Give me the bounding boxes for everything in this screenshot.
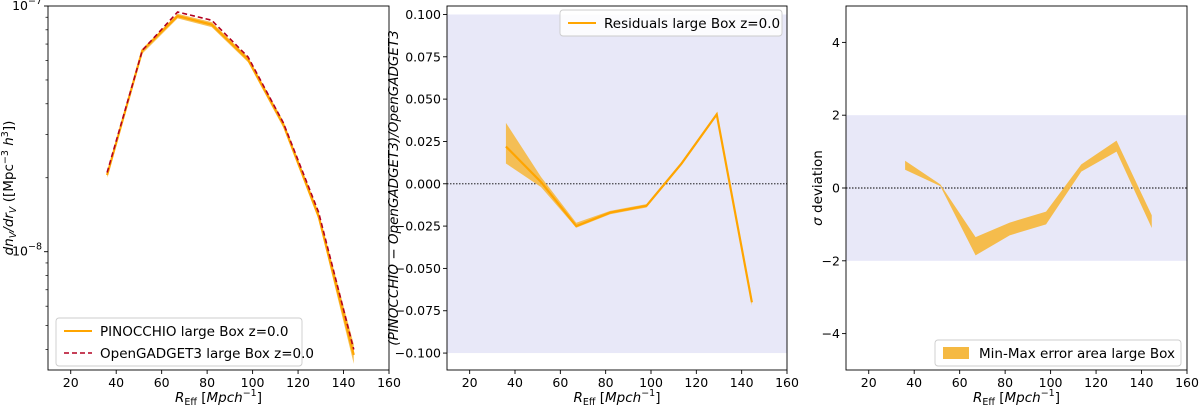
y-tick-label: 0.100 bbox=[405, 7, 441, 22]
x-tick-label: 120 bbox=[684, 375, 708, 390]
y-tick-label: 0.025 bbox=[405, 134, 441, 149]
legend: Min-Max error area large Box bbox=[934, 339, 1182, 367]
series-0-line bbox=[505, 111, 753, 303]
y-tick-label: −0.050 bbox=[395, 261, 441, 276]
plot-area bbox=[846, 115, 1187, 261]
x-tick-label: 80 bbox=[997, 375, 1013, 390]
x-axis-label: REff [Mpch−1] bbox=[573, 388, 660, 408]
x-tick-label: 20 bbox=[63, 375, 79, 390]
x-tick-label: 60 bbox=[952, 375, 968, 390]
y-tick-label: −2 bbox=[822, 253, 840, 268]
legend-swatch bbox=[943, 347, 969, 359]
x-tick-label: 80 bbox=[199, 375, 215, 390]
y-tick-label: −0.025 bbox=[395, 219, 441, 234]
y-tick-label: 2 bbox=[832, 108, 840, 123]
series-0-error-band bbox=[107, 13, 354, 364]
x-tick-label: 100 bbox=[241, 375, 265, 390]
x-axis-label: REff [Mpch−1] bbox=[175, 388, 262, 408]
series-0-line bbox=[106, 14, 355, 356]
x-tick-label: 160 bbox=[1175, 375, 1199, 390]
x-tick-label: 120 bbox=[1084, 375, 1108, 390]
density-panel: 20 40 60 80 100 120 140 160 10−8 10−7 REff [Mpch−1… bbox=[0, 0, 401, 408]
legend-entry: PINOCCHIO large Box z=0.0 bbox=[100, 324, 289, 340]
y-tick-label: 0 bbox=[832, 181, 840, 196]
plot-area bbox=[447, 14, 787, 354]
x-tick-label: 40 bbox=[906, 375, 922, 390]
x-tick-label: 160 bbox=[775, 375, 799, 390]
y-tick-label: −4 bbox=[822, 326, 840, 341]
legend-frame bbox=[934, 339, 1182, 367]
y-axis-label: dnV/drV ([Mpc−3 h3]) bbox=[0, 121, 19, 256]
y-tick-label: 4 bbox=[832, 35, 840, 50]
y-tick-label: 0.000 bbox=[405, 176, 441, 191]
residuals-panel: 20 40 60 80 100 120 140 160 −0.100 −0.075 −0.050 −0… bbox=[386, 5, 799, 408]
y-tick-label: −0.075 bbox=[395, 303, 441, 318]
y-tick-label: −0.100 bbox=[395, 346, 441, 361]
legend-entry: Residuals large Box z=0.0 bbox=[604, 16, 780, 32]
x-tick-label: 140 bbox=[332, 375, 356, 390]
x-tick-label: 20 bbox=[861, 375, 877, 390]
legend: PINOCCHIO large Box z=0.0 OpenGADGET3 lar… bbox=[55, 317, 314, 367]
legend-entry: Min-Max error area large Box bbox=[979, 346, 1175, 362]
legend: Residuals large Box z=0.0 bbox=[559, 9, 783, 37]
series-0-error-band bbox=[905, 140, 1152, 256]
axes-frame bbox=[446, 5, 788, 371]
x-tick-label: 100 bbox=[639, 375, 663, 390]
x-tick-label: 40 bbox=[108, 375, 124, 390]
x-tick-label: 100 bbox=[1039, 375, 1063, 390]
y-tick-label: 0.050 bbox=[405, 92, 441, 107]
legend-frame bbox=[55, 317, 303, 367]
sigma-deviation-panel: 20 40 60 80 100 120 140 160 −4 −2 0 2 4 REff [Mpch−1]… bbox=[810, 5, 1199, 408]
y-axis-label: (PINOCCHIO − OpenGADGET3)/OpenGADGET3 bbox=[386, 30, 402, 345]
x-tick-label: 120 bbox=[286, 375, 310, 390]
axes-frame bbox=[47, 5, 390, 371]
x-axis-label: REff [Mpch−1] bbox=[973, 388, 1060, 408]
x-tick-label: 80 bbox=[598, 375, 614, 390]
legend-entry: OpenGADGET3 large Box z=0.0 bbox=[100, 346, 314, 362]
legend-frame bbox=[559, 9, 783, 37]
tolerance-band bbox=[846, 115, 1187, 261]
x-tick-label: 60 bbox=[552, 375, 568, 390]
y-tick-label: 0.075 bbox=[405, 49, 441, 64]
x-tick-label: 140 bbox=[1130, 375, 1154, 390]
x-tick-label: 20 bbox=[462, 375, 478, 390]
y-tick-label: 10−8 bbox=[12, 242, 42, 259]
y-axis-label: σ deviation bbox=[810, 150, 826, 226]
x-tick-label: 60 bbox=[154, 375, 170, 390]
opengadget3-dashed-line bbox=[106, 11, 355, 350]
y-tick-label: 10−7 bbox=[12, 0, 42, 13]
x-tick-label: 140 bbox=[730, 375, 754, 390]
x-tick-label: 160 bbox=[377, 375, 401, 390]
plot-area bbox=[106, 11, 355, 364]
x-tick-label: 40 bbox=[507, 375, 523, 390]
